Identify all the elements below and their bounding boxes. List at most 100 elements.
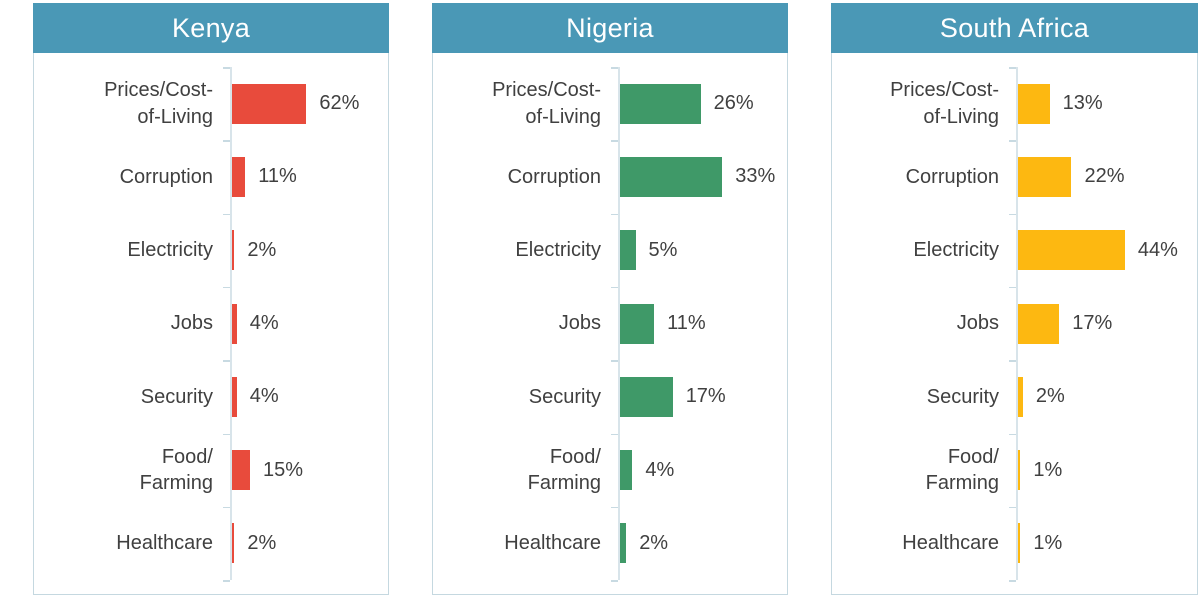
panel-title: Nigeria <box>566 12 654 43</box>
value-label: 17% <box>1072 312 1113 335</box>
value-label: 1% <box>1033 458 1063 481</box>
axis-tick <box>223 506 230 509</box>
bar <box>1018 230 1125 271</box>
category-label: Jobs <box>832 310 1016 336</box>
bar-area: 11% <box>618 287 787 360</box>
category-label-line: of-Living <box>137 105 213 128</box>
category-label-line: Prices/Cost- <box>890 79 999 102</box>
value-label: 4% <box>249 312 279 335</box>
chart-row: Jobs 11% <box>433 287 787 360</box>
panel-kenya: Kenya Prices/Cost-of-Living 62% Corrupti… <box>33 3 389 595</box>
bar-area: 4% <box>230 287 388 360</box>
chart-row: Prices/Cost-of-Living 62% <box>34 67 388 140</box>
value-label: 4% <box>645 458 675 481</box>
category-label: Food/Farming <box>433 444 618 497</box>
chart-row: Security 17% <box>433 360 787 433</box>
panel-body: Prices/Cost-of-Living 62% Corruption 11%… <box>33 53 389 595</box>
category-label-line: Security <box>140 385 213 408</box>
chart-row: Electricity 44% <box>832 214 1197 287</box>
category-label-line: Prices/Cost- <box>492 79 601 102</box>
axis-tick <box>611 506 618 509</box>
panel-header: South Africa <box>831 3 1198 53</box>
bar-area: 15% <box>230 433 388 506</box>
axis-tick <box>223 433 230 435</box>
panel-south-africa: South Africa Prices/Cost-of-Living 13% C… <box>831 3 1198 595</box>
bar-area: 2% <box>618 507 787 580</box>
category-label: Jobs <box>433 310 618 336</box>
bar-rows: Prices/Cost-of-Living 26% Corruption 33%… <box>433 67 787 580</box>
bar <box>1018 156 1072 197</box>
category-label-line: Farming <box>139 472 213 495</box>
bar-area: 4% <box>230 360 388 433</box>
value-label: 4% <box>249 385 279 408</box>
bar-rows: Prices/Cost-of-Living 13% Corruption 22%… <box>832 67 1197 580</box>
bar <box>620 376 673 417</box>
panel-body: Prices/Cost-of-Living 26% Corruption 33%… <box>432 53 788 595</box>
bar <box>232 450 250 491</box>
chart-row: Food/Farming 1% <box>832 433 1197 506</box>
chart-row: Prices/Cost-of-Living 13% <box>832 67 1197 140</box>
category-label-line: Healthcare <box>116 532 213 555</box>
bar <box>232 376 237 417</box>
axis-tick <box>611 140 618 142</box>
category-label-line: Farming <box>925 472 999 495</box>
category-label: Corruption <box>433 164 618 190</box>
category-label-line: Corruption <box>905 165 999 188</box>
value-label: 15% <box>263 458 304 481</box>
value-label: 22% <box>1084 165 1125 188</box>
category-label-line: Prices/Cost- <box>104 79 213 102</box>
bar-area: 1% <box>1016 433 1197 506</box>
bar-area: 33% <box>618 140 787 213</box>
category-label-line: Jobs <box>558 312 601 335</box>
bar-area: 22% <box>1016 140 1197 213</box>
category-label: Security <box>433 384 618 410</box>
category-label: Healthcare <box>433 530 618 556</box>
chart-row: Prices/Cost-of-Living 26% <box>433 67 787 140</box>
bar-area: 44% <box>1016 214 1197 287</box>
category-label-line: of-Living <box>923 105 999 128</box>
category-label: Electricity <box>832 237 1016 263</box>
value-label: 1% <box>1033 531 1063 554</box>
bar <box>1018 523 1021 564</box>
panel-nigeria: Nigeria Prices/Cost-of-Living 26% Corrup… <box>432 3 788 595</box>
axis-tick <box>1009 433 1016 435</box>
bar-area: 17% <box>618 360 787 433</box>
chart-row: Corruption 33% <box>433 140 787 213</box>
bar <box>620 156 723 197</box>
bar-area: 13% <box>1016 67 1197 140</box>
category-label-line: of-Living <box>525 105 601 128</box>
axis-tick <box>1009 580 1016 582</box>
axis-line <box>230 67 232 581</box>
category-label: Corruption <box>832 164 1016 190</box>
category-label-line: Electricity <box>515 239 601 262</box>
chart-row: Security 4% <box>34 360 388 433</box>
axis-tick <box>223 286 230 289</box>
bar-area: 2% <box>230 214 388 287</box>
value-label: 62% <box>319 92 360 115</box>
value-label: 44% <box>1137 238 1178 261</box>
bar <box>232 83 307 124</box>
bar <box>1018 376 1023 417</box>
bar-area: 62% <box>230 67 388 140</box>
value-label: 13% <box>1062 92 1103 115</box>
bar-area: 4% <box>618 433 787 506</box>
panel-body: Prices/Cost-of-Living 13% Corruption 22%… <box>831 53 1198 595</box>
category-label-line: Food/ <box>947 445 999 468</box>
category-label: Food/Farming <box>832 444 1016 497</box>
chart-row: Electricity 5% <box>433 214 787 287</box>
category-label: Security <box>832 384 1016 410</box>
chart-row: Food/Farming 4% <box>433 433 787 506</box>
axis-tick <box>611 433 618 435</box>
axis-tick <box>1009 286 1016 289</box>
chart-row: Security 2% <box>832 360 1197 433</box>
axis-tick <box>611 360 618 362</box>
category-label-line: Jobs <box>956 312 999 335</box>
axis-tick <box>1009 506 1016 509</box>
bar-area: 1% <box>1016 507 1197 580</box>
bar-area: 17% <box>1016 287 1197 360</box>
chart-row: Healthcare 2% <box>34 507 388 580</box>
category-label: Food/Farming <box>34 444 230 497</box>
chart-row: Corruption 22% <box>832 140 1197 213</box>
value-label: 2% <box>247 531 277 554</box>
